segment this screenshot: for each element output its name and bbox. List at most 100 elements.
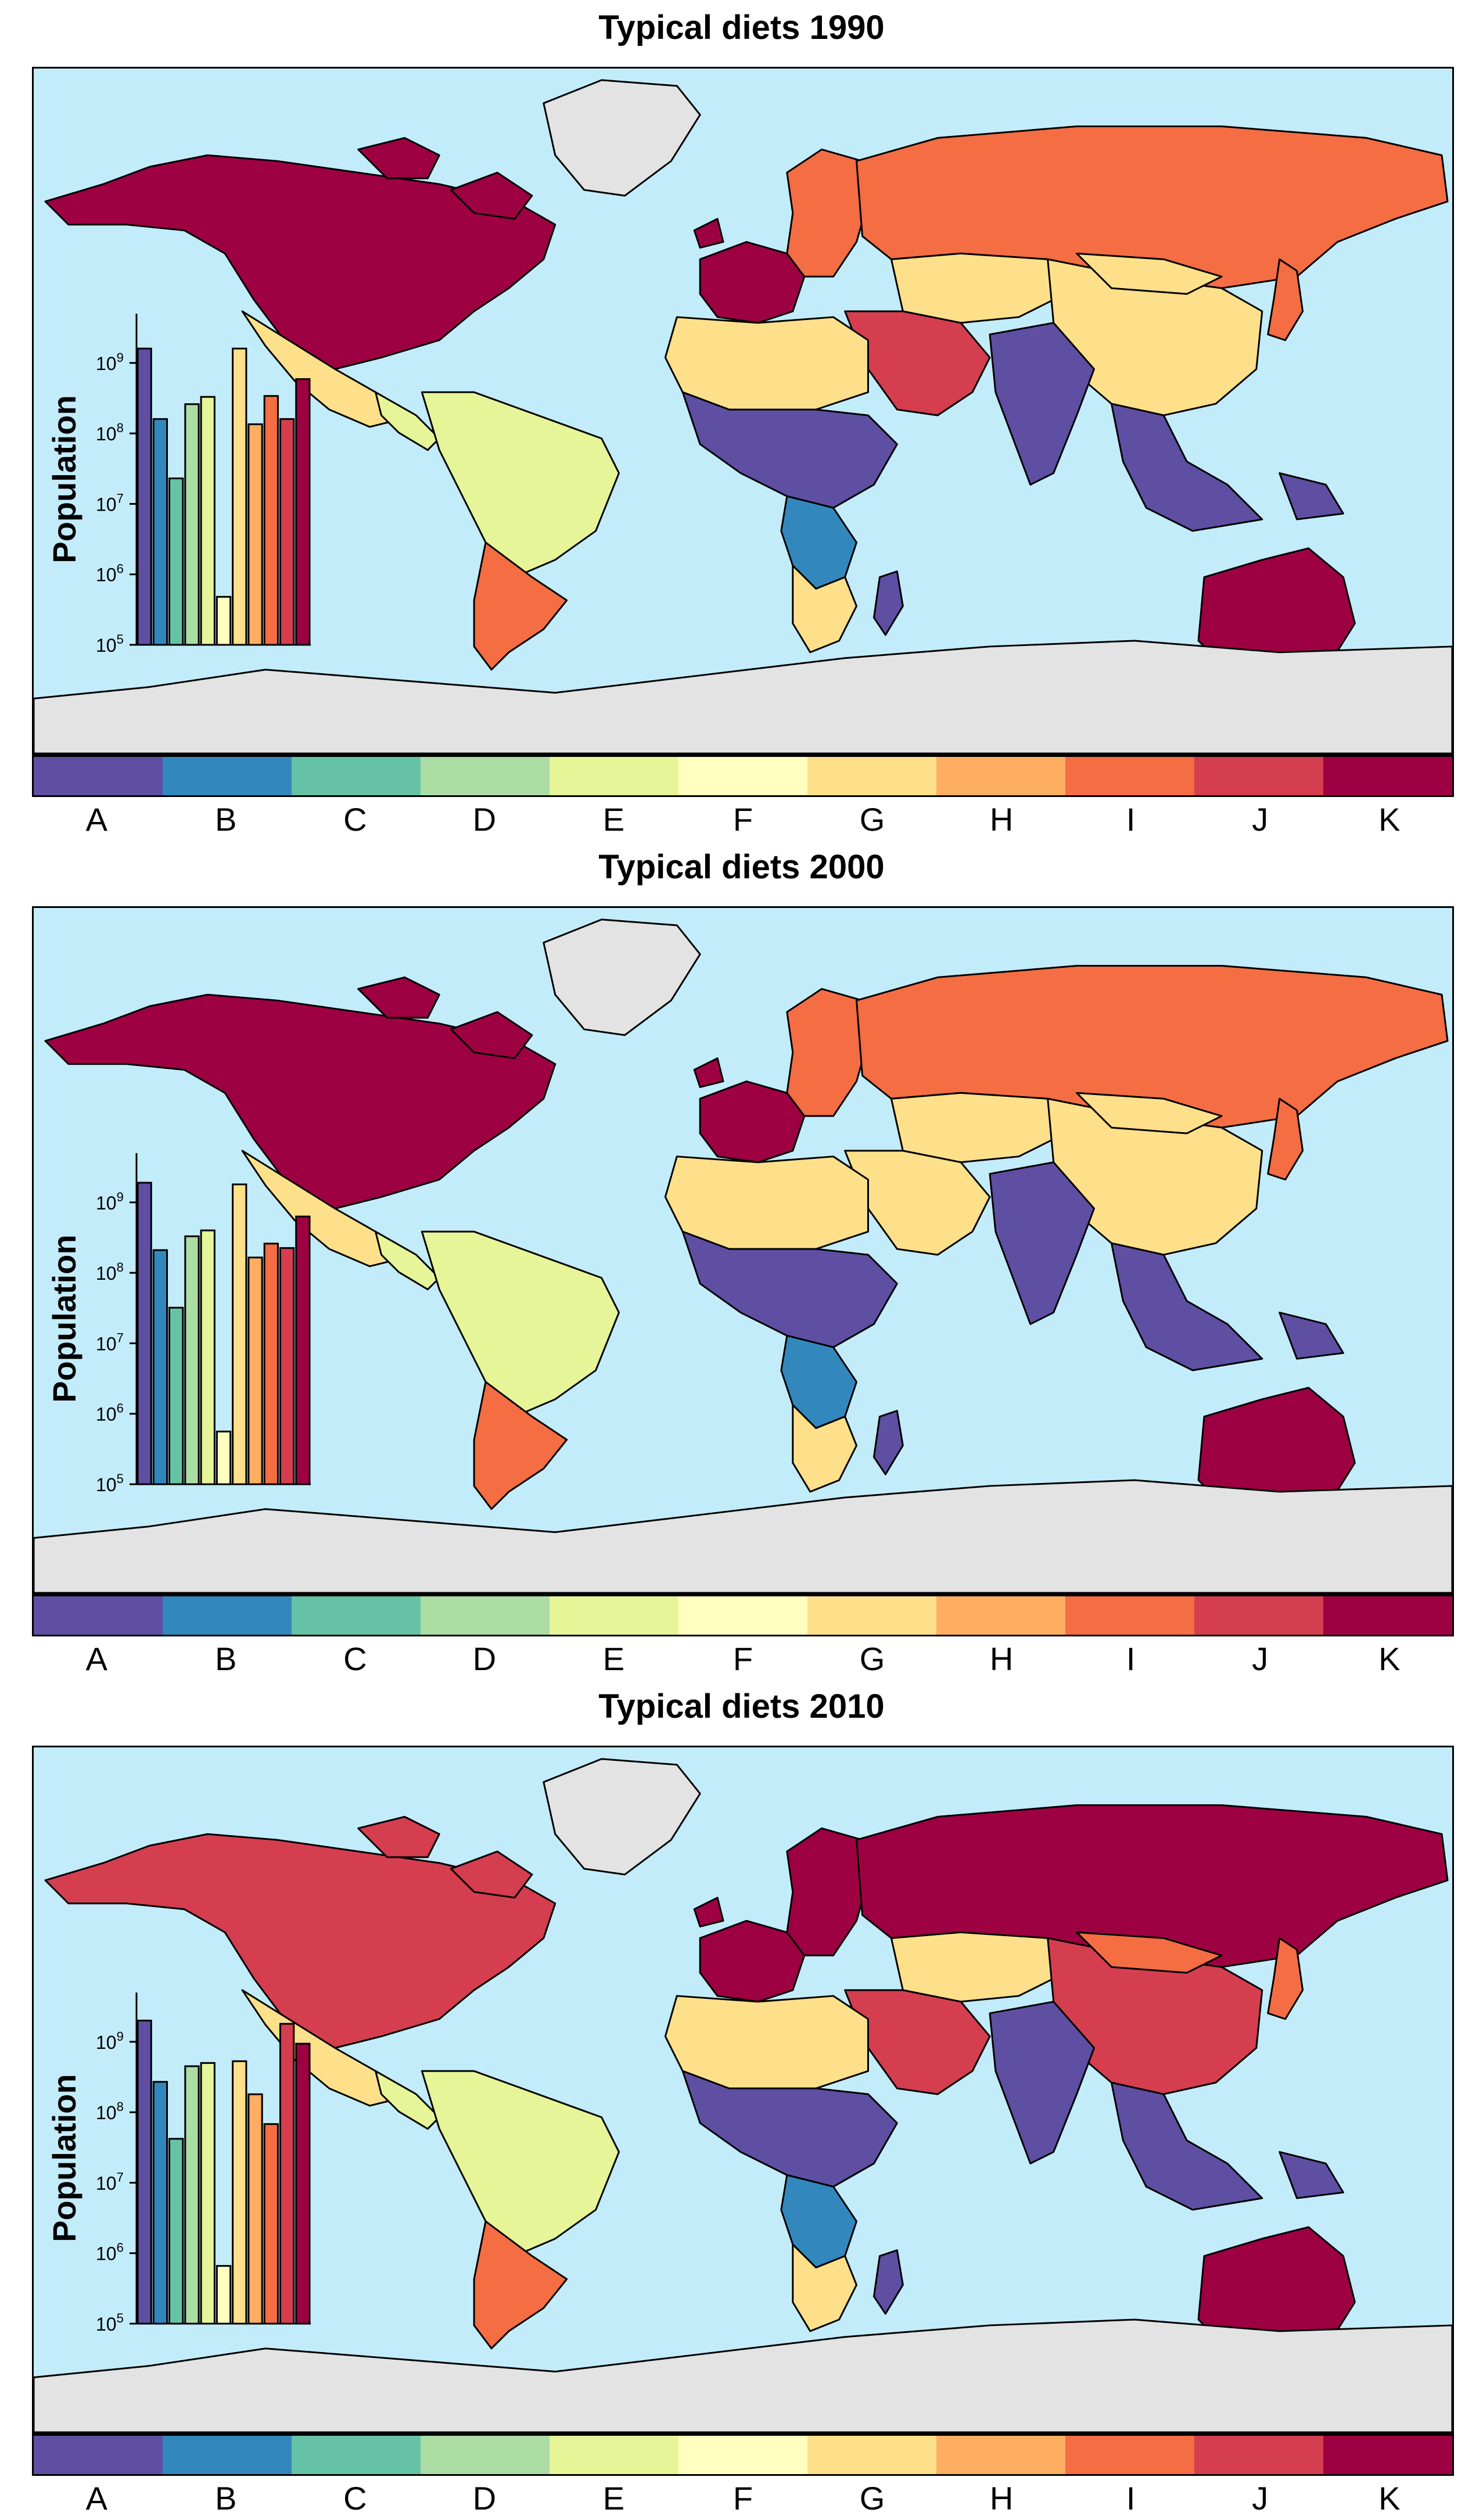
legend-swatch-B [163, 2436, 292, 2474]
y-tick-label: 106 [96, 1401, 124, 1425]
region-south-asia [989, 1161, 1096, 1325]
legend-swatch-K [1323, 757, 1452, 795]
region-south-america-south [473, 541, 568, 671]
bar-J [279, 2023, 295, 2325]
region-mongolia [1076, 252, 1223, 295]
legend-swatch-E [550, 757, 678, 795]
legend-label: C [343, 2480, 367, 2517]
y-axis-label: Population [46, 1234, 82, 1402]
y-tick-label: 105 [96, 1471, 124, 1495]
region-southeast-asia [1110, 2081, 1344, 2211]
region-north-africa [664, 1995, 869, 2090]
bar-C [168, 2138, 184, 2325]
region-north-america [44, 154, 556, 370]
y-tick-label: 105 [96, 2311, 124, 2335]
region-mexico [241, 1150, 394, 1268]
legend-swatch-H [936, 2436, 1065, 2474]
region-central-asia [890, 1931, 1055, 2003]
region-north-america [44, 1833, 556, 2049]
legend-swatch-I [1065, 757, 1194, 795]
region-south-america-south [473, 1381, 568, 1510]
legend-swatch-J [1194, 2436, 1323, 2474]
region-mexico [241, 310, 394, 428]
legend-label: K [1378, 1640, 1401, 1677]
legend-swatch-I [1065, 2436, 1194, 2474]
population-bar-chart: 105 106 107 108 109 Population [46, 314, 311, 656]
bar-D [184, 2065, 200, 2325]
legend-label: A [85, 2480, 107, 2517]
bar-C [168, 478, 184, 646]
legend-swatch-G [807, 2436, 936, 2474]
region-antarctica [34, 2318, 1452, 2432]
population-bar-chart: 105 106 107 108 109 Population [46, 1153, 311, 1495]
region-madagascar [872, 570, 904, 636]
region-central-america [375, 391, 440, 451]
legend-swatch-C [292, 757, 421, 795]
region-south-asia [989, 322, 1096, 486]
legend-swatch-A [34, 757, 163, 795]
legend-swatch-C [292, 2436, 421, 2474]
bar-B [152, 1249, 168, 1485]
y-tick-label: 105 [96, 632, 124, 656]
legend-swatch-D [421, 1596, 550, 1635]
population-bar-chart: 105 106 107 108 109 Population [46, 1993, 311, 2335]
color-legend [32, 2434, 1454, 2476]
legend-labels: A B C D E F G H I J K [32, 1640, 1454, 1681]
legend-label: A [85, 1640, 107, 1677]
region-western-europe [693, 218, 806, 324]
region-eastern-europe [786, 148, 869, 278]
bar-K [295, 1215, 311, 1485]
region-greenland [543, 918, 701, 1036]
bar-J [279, 418, 295, 646]
region-south-asia [989, 2001, 1096, 2164]
legend-labels: A B C D E F G H I J K [32, 800, 1454, 841]
y-tick-label: 107 [96, 1330, 124, 1354]
bar-A [137, 1182, 152, 1485]
region-western-europe [693, 1057, 806, 1164]
region-middle-east [844, 1989, 991, 2095]
region-eastern-europe [786, 988, 869, 1117]
legend-label: K [1378, 801, 1401, 838]
y-axis-label: Population [46, 395, 82, 563]
region-south-america-north [421, 391, 620, 579]
bar-E [200, 2062, 216, 2325]
region-mongolia [1076, 1092, 1223, 1135]
legend-label: E [602, 801, 625, 838]
legend-swatch-B [163, 757, 292, 795]
legend-label: I [1126, 801, 1136, 838]
legend-swatch-G [807, 1596, 936, 1635]
bar-F [216, 595, 232, 646]
legend-label: I [1126, 1640, 1136, 1677]
map-panel-1: Typical diets 1990 105 106 107 108 109 Populat… [0, 0, 1483, 838]
region-madagascar [872, 2249, 904, 2315]
legend-label: J [1252, 1640, 1269, 1677]
legend-label: D [472, 2480, 497, 2517]
legend-swatch-F [678, 1596, 807, 1635]
legend-label: A [85, 801, 107, 838]
legend-label: B [215, 1640, 237, 1677]
y-tick-label: 106 [96, 562, 124, 586]
region-sub-saharan-africa [681, 2070, 898, 2188]
region-middle-east [844, 310, 991, 417]
map-panel-3: Typical diets 2010 105 106 107 108 109 Populat… [0, 1679, 1483, 2517]
y-tick-label: 109 [96, 350, 124, 374]
region-eastern-europe [786, 1827, 869, 1957]
region-southern-africa [792, 2243, 858, 2332]
region-south-america-south [473, 2220, 568, 2350]
region-canada-east [357, 137, 533, 220]
region-southeast-asia [1110, 403, 1344, 532]
legend-label: D [472, 1640, 497, 1677]
bar-A [137, 2019, 152, 2325]
bar-F [216, 2265, 232, 2325]
legend-swatch-C [292, 1596, 421, 1635]
y-tick-label: 108 [96, 1260, 124, 1284]
legend-label: F [732, 1640, 753, 1677]
legend-swatch-I [1065, 1596, 1194, 1635]
bar-B [152, 2081, 168, 2325]
legend-label: K [1378, 2480, 1401, 2517]
legend-swatch-D [421, 2436, 550, 2474]
legend-label: C [343, 801, 367, 838]
legend-label: D [472, 801, 497, 838]
legend-swatch-F [678, 2436, 807, 2474]
map-countries [34, 918, 1452, 1593]
